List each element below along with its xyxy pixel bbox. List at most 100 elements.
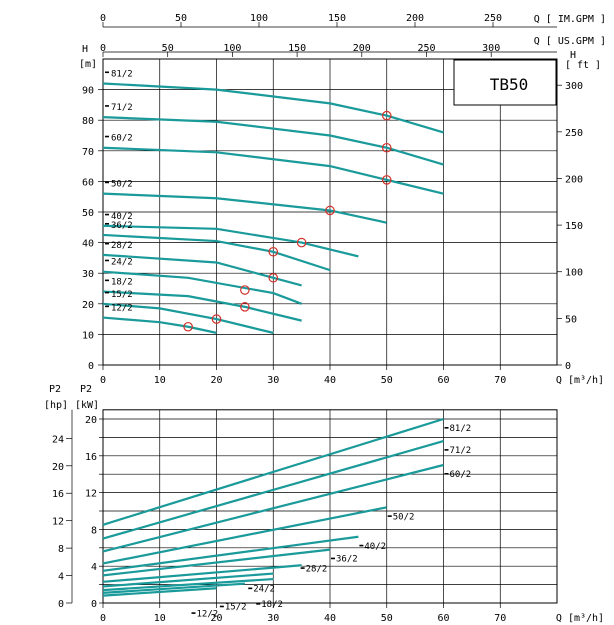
power-curve-50-2 (102, 506, 387, 565)
duty-point-marker (381, 142, 392, 153)
curve-label-dash (105, 71, 109, 74)
q-tick-label: 10 (154, 375, 166, 386)
us-gpm-tick-label: 150 (288, 43, 306, 54)
power-label-dash (387, 515, 392, 517)
q-axis-label: Q [m³/h] (556, 375, 604, 386)
curve-label: 40/2 (111, 212, 133, 222)
p2-hp-title: P2 (49, 384, 61, 395)
h-axis-title: H (82, 44, 88, 55)
curve-label-dash (105, 291, 109, 294)
chart-title: TB50 (490, 75, 529, 94)
q2-tick-label: 60 (437, 613, 449, 624)
duty-point-marker (183, 321, 193, 332)
curve-label: 24/2 (111, 258, 133, 268)
h-ft-tick-label: 150 (565, 221, 583, 232)
curve-label-dash (105, 213, 109, 216)
h-ft-tick-label: 50 (565, 314, 577, 325)
im-gpm-tick-label: 200 (406, 13, 424, 24)
q2-tick-label: 50 (381, 613, 393, 624)
power-label-dash (444, 449, 449, 451)
head-curve-40-2 (102, 224, 359, 258)
p2-hp-unit: [hp] (44, 400, 68, 411)
power-curve-81-2 (102, 417, 444, 526)
head-curve-81-2 (102, 82, 444, 134)
power-curve-label: 71/2 (450, 446, 472, 456)
us-gpm-tick-label: 50 (162, 43, 174, 54)
power-label-dash (359, 544, 364, 547)
curve-label: 36/2 (111, 221, 133, 231)
power-curve-28-2 (102, 564, 302, 583)
h-ft-tick-label: 0 (565, 361, 571, 372)
us-gpm-tick-label: 300 (482, 43, 500, 54)
curve-label: 12/2 (111, 304, 133, 314)
p2-kw-tick-label: 8 (91, 525, 97, 536)
us-gpm-axis-label: Q [ US.GPM ] (534, 36, 606, 47)
us-gpm-tick-label: 0 (100, 43, 106, 54)
im-gpm-tick-label: 50 (175, 13, 187, 24)
duty-point-marker (240, 302, 250, 312)
q-tick-label: 0 (100, 375, 106, 386)
q-tick-label: 30 (267, 375, 279, 386)
h-m-tick-label: 60 (82, 177, 94, 188)
p2-kw-tick-label: 20 (85, 415, 97, 426)
p2-hp-tick-label: 24 (52, 434, 64, 445)
curve-label: 81/2 (111, 69, 133, 79)
h-m-tick-label: 0 (88, 361, 94, 372)
q2-tick-label: 20 (210, 613, 222, 624)
power-curve-36-2 (102, 548, 331, 577)
curve-label-dash (105, 135, 109, 138)
us-gpm-tick-label: 250 (417, 43, 435, 54)
h-ft-unit: [ ft ] (565, 60, 601, 71)
p2-hp-tick-label: 4 (58, 572, 64, 583)
q-tick-label: 20 (210, 375, 222, 386)
power-label-dash (300, 567, 305, 569)
head-curve-60-2 (102, 146, 444, 195)
power-curve-label: 15/2 (225, 603, 247, 613)
im-gpm-axis-label: Q [ IM.GPM ] (534, 14, 606, 25)
im-gpm-tick-label: 100 (250, 13, 268, 24)
curve-label-dash (105, 305, 109, 308)
power-curve-24-2 (102, 572, 274, 588)
curve-label: 15/2 (111, 290, 133, 300)
power-label-dash (248, 587, 253, 590)
curve-label: 50/2 (111, 180, 133, 190)
power-curve-label: 50/2 (393, 512, 415, 522)
p2-hp-tick-label: 8 (58, 544, 64, 555)
q2-axis-label: Q [m³/h] (556, 613, 604, 624)
duty-point-marker (268, 272, 279, 283)
h-m-tick-label: 10 (82, 330, 94, 341)
q-tick-label: 70 (494, 375, 506, 386)
power-curve-label: 60/2 (450, 470, 472, 480)
curve-label: 18/2 (111, 278, 133, 288)
curve-label-dash (105, 279, 109, 282)
p2-kw-tick-label: 16 (85, 452, 97, 463)
power-curve-label: 40/2 (364, 542, 386, 552)
duty-point-marker (381, 175, 392, 185)
im-gpm-tick-label: 0 (100, 13, 106, 24)
h-m-tick-label: 50 (82, 208, 94, 219)
curve-label-dash (105, 259, 109, 262)
power-curve-71-2 (102, 440, 444, 540)
q-tick-label: 60 (437, 375, 449, 386)
h-axis-unit: [m] (79, 59, 97, 70)
us-gpm-tick-label: 200 (353, 43, 371, 54)
power-curve-label: 24/2 (253, 585, 275, 595)
head-curve-24-2 (102, 270, 303, 305)
head-curve-50-2 (102, 192, 387, 224)
power-curve-12-2 (102, 587, 217, 597)
curve-label-dash (105, 222, 109, 225)
h-m-tick-label: 20 (82, 300, 94, 311)
p2-hp-tick-label: 12 (52, 517, 64, 528)
us-gpm-tick-label: 100 (223, 43, 241, 54)
im-gpm-tick-label: 250 (484, 13, 502, 24)
p2-kw-unit: [kW] (75, 400, 99, 411)
q2-tick-label: 40 (324, 613, 336, 624)
q2-tick-label: 30 (267, 613, 279, 624)
head-curve-18-2 (102, 290, 302, 322)
curve-label-dash (105, 242, 109, 245)
power-curve-60-2 (102, 463, 444, 553)
head-curve-28-2 (102, 253, 302, 287)
power-curve-label: 36/2 (336, 555, 358, 565)
curve-label: 71/2 (111, 103, 133, 113)
